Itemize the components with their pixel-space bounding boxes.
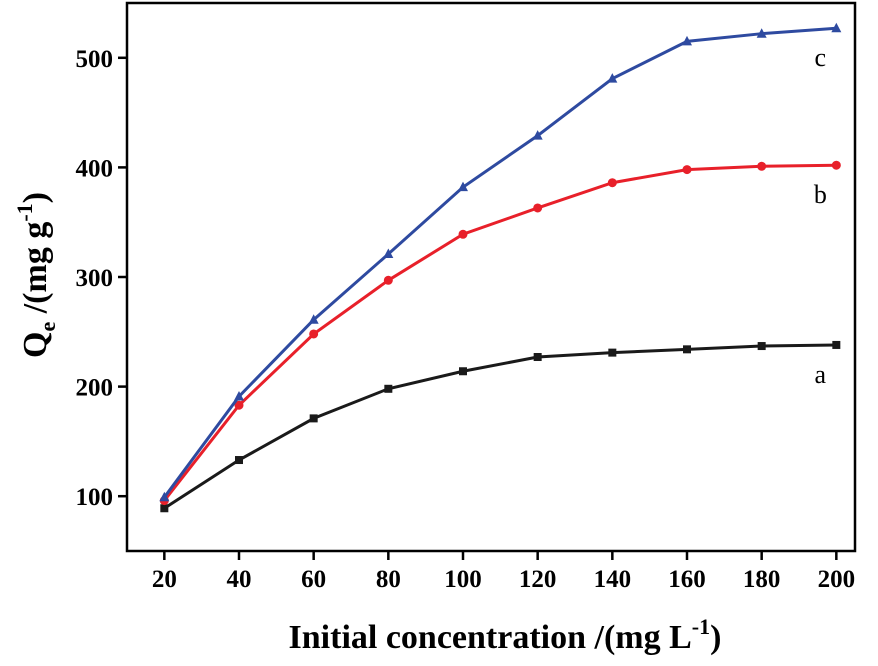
marker (458, 181, 468, 192)
marker (757, 342, 766, 351)
marker (683, 345, 691, 354)
x-tick-label: 140 (594, 566, 632, 593)
marker (159, 491, 170, 502)
marker (608, 348, 617, 357)
x-tick-label: 60 (301, 566, 326, 593)
x-tick-label: 180 (743, 566, 781, 593)
y-tick-label: 500 (76, 46, 114, 73)
marker (235, 456, 243, 465)
marker (309, 414, 318, 423)
y-tick-label: 200 (76, 375, 114, 402)
marker (756, 28, 767, 38)
marker (533, 203, 543, 213)
marker (533, 353, 542, 362)
x-tick-label: 100 (444, 566, 482, 593)
marker (682, 35, 692, 46)
marker (532, 130, 543, 140)
marker (383, 248, 394, 258)
marker (383, 275, 393, 285)
marker (831, 22, 842, 33)
series-label: b (814, 180, 827, 209)
marker (607, 73, 618, 83)
series-line (163, 26, 837, 499)
marker (458, 229, 468, 239)
marker (234, 400, 244, 410)
x-axis-label: Initial concentration /(mg L-1) (289, 614, 722, 656)
plot-frame (125, 1, 857, 553)
series-label: a (815, 360, 827, 389)
marker (459, 367, 467, 376)
marker (234, 390, 244, 401)
marker (607, 178, 617, 188)
y-tick-label: 300 (76, 265, 114, 292)
x-tick-label: 20 (152, 566, 177, 593)
x-tick-label: 120 (519, 566, 557, 593)
series-line (163, 163, 837, 502)
marker (160, 504, 169, 513)
x-tick-label: 200 (818, 566, 856, 593)
marker (308, 314, 319, 324)
y-axis-label: Qe /(mg g-1) (12, 192, 60, 358)
marker (757, 161, 767, 171)
marker (682, 165, 692, 175)
y-tick-label: 400 (76, 155, 114, 182)
marker (832, 340, 841, 349)
y-tick-label: 100 (76, 484, 114, 511)
x-tick-label: 40 (227, 566, 252, 593)
x-tick-label: 160 (668, 566, 706, 593)
x-tick-label: 80 (376, 566, 401, 593)
marker (309, 329, 319, 339)
marker (831, 160, 841, 170)
series-label: c (815, 43, 827, 72)
marker (384, 384, 393, 393)
series-line (163, 343, 837, 510)
